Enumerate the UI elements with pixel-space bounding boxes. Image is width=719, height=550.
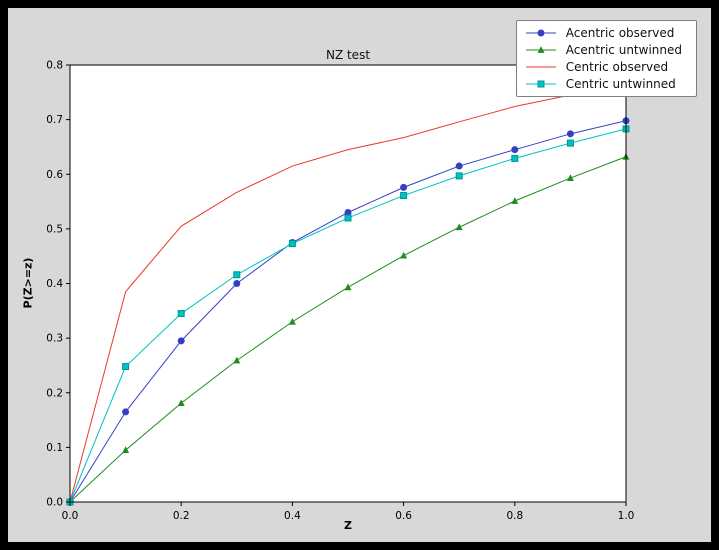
triangle-marker: [566, 174, 574, 181]
x-tick-label: 0.6: [395, 510, 412, 522]
legend-swatch-2: [525, 66, 556, 68]
y-tick-label: 0.2: [46, 387, 63, 399]
y-tick-label: 0.6: [46, 169, 63, 181]
circle-marker: [122, 408, 130, 416]
circle-marker: [537, 29, 545, 37]
y-axis-label: P(Z>=z): [21, 257, 35, 309]
square-marker: [511, 154, 519, 162]
x-tick-label: 1.0: [618, 510, 635, 522]
y-tick-label: 0.4: [46, 278, 63, 290]
triangle-marker: [177, 399, 185, 407]
legend: Acentric observed Acentric untwinned Centr…: [515, 20, 697, 97]
square-marker: [455, 172, 463, 180]
plot-background: [70, 65, 626, 502]
triangle-marker: [511, 197, 519, 204]
circle-marker: [233, 280, 241, 287]
y-tick-label: 0.0: [46, 497, 63, 509]
triangle-marker: [122, 446, 130, 454]
legend-swatch-3: [525, 80, 556, 88]
x-tick-label: 0.8: [506, 510, 523, 522]
legend-entry: Centric observed: [524, 60, 682, 74]
triangle-marker: [455, 223, 463, 231]
circle-marker: [455, 162, 463, 170]
square-marker: [177, 310, 185, 318]
x-tick-label: 0.4: [284, 510, 301, 522]
chart-title: NZ test: [325, 48, 371, 62]
figure: 0.0 0.2 0.4 0.6 0.8 1.0 0.0 0.1 0.2 0.3 0.4 0.5 0.6 0…: [8, 8, 711, 542]
legend-swatch-1: [525, 46, 556, 53]
y-tick-label: 0.1: [46, 442, 63, 454]
y-tick-label: 0.7: [46, 114, 63, 126]
triangle-marker: [537, 46, 545, 53]
triangle-marker: [288, 317, 296, 325]
square-marker: [537, 80, 545, 88]
plot-area: 0.0 0.2 0.4 0.6 0.8 1.0 0.0 0.1 0.2 0.3 0.4 0.5 0.6 0…: [46, 60, 635, 523]
triangle-marker: [233, 356, 241, 364]
legend-label: Acentric untwinned: [565, 43, 682, 57]
square-marker: [288, 240, 296, 248]
legend-swatch-0: [525, 29, 556, 37]
legend-label: Acentric observed: [565, 26, 675, 40]
legend-entry: Acentric untwinned: [524, 43, 682, 57]
legend-label: Centric untwinned: [565, 77, 676, 91]
x-tick-label: 0.0: [62, 510, 79, 522]
square-marker: [233, 271, 241, 279]
square-marker: [400, 192, 408, 200]
legend-label: Centric observed: [565, 60, 669, 74]
axes-frame: [69, 64, 627, 503]
triangle-marker: [400, 251, 408, 259]
x-tick-label: 0.2: [173, 510, 190, 522]
square-marker: [122, 363, 130, 371]
legend-entry: Centric untwinned: [524, 77, 682, 91]
legend-entry: Acentric observed: [524, 26, 682, 40]
square-marker: [566, 139, 574, 147]
circle-marker: [511, 146, 519, 154]
square-marker: [344, 214, 352, 222]
circle-marker: [400, 183, 408, 191]
triangle-marker: [344, 283, 352, 291]
series-line-2: [69, 84, 627, 503]
y-tick-label: 0.3: [46, 333, 63, 345]
y-tick-label: 0.8: [46, 60, 63, 72]
y-tick-label: 0.5: [46, 223, 63, 235]
circle-marker: [177, 337, 185, 345]
circle-marker: [566, 130, 574, 138]
x-axis-label: Z: [344, 519, 352, 532]
